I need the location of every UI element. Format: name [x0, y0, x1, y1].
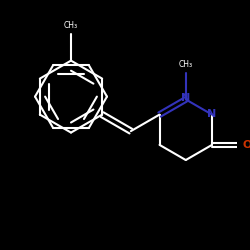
Text: CH₃: CH₃	[64, 21, 78, 30]
Text: O: O	[242, 140, 250, 150]
Text: CH₃: CH₃	[179, 60, 193, 69]
Text: N: N	[208, 109, 217, 119]
Text: N: N	[181, 94, 190, 104]
